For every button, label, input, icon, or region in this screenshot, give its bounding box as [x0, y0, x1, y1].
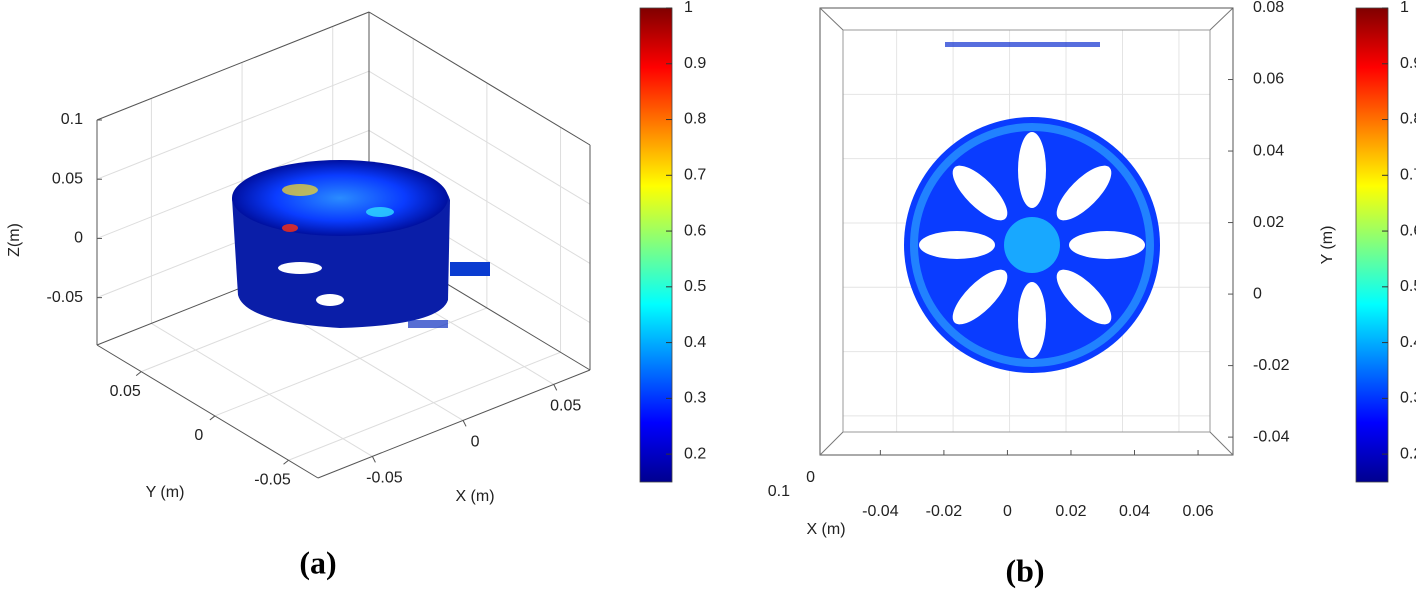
box-edge — [368, 11, 591, 146]
colorbar-tick-label: 0.5 — [1400, 278, 1416, 295]
y-tick-label: 0.05 — [110, 383, 141, 400]
wheel-rim — [910, 123, 1154, 367]
panel-label: (b) — [1005, 552, 1044, 588]
y-tick-label: 0 — [194, 427, 203, 444]
z-tick-label: 0.1 — [61, 111, 83, 128]
y-axis-label: Y (m) — [1319, 226, 1336, 265]
colorbar-tick-label: 0.3 — [1400, 390, 1416, 407]
x-tick-label: 0 — [1003, 503, 1012, 520]
box-inner — [842, 29, 1211, 433]
z-tick-label: 0.1 — [768, 483, 790, 500]
colorbar-tick-label: 0.5 — [684, 278, 706, 295]
fragment — [408, 320, 448, 328]
colorbar-tick-label: 0.2 — [1400, 445, 1416, 462]
y-tick-label: -0.04 — [1253, 428, 1290, 445]
void — [278, 262, 322, 274]
x-tick-label: -0.05 — [366, 470, 403, 487]
grid-line — [368, 129, 591, 264]
colorbar-tick-label: 0.7 — [684, 167, 706, 184]
x-tick-label: 0 — [471, 434, 480, 451]
y-tick — [135, 371, 142, 376]
x-tick — [553, 384, 558, 391]
volume-top — [232, 160, 448, 236]
y-tick-label: -0.05 — [254, 471, 291, 488]
y-tick-label: 0.02 — [1253, 214, 1284, 231]
box-edge — [1209, 7, 1234, 31]
box-edge — [819, 431, 844, 456]
hotspot — [282, 224, 298, 232]
x-tick-label: 0.06 — [1182, 503, 1213, 520]
wheel-voids — [919, 132, 1145, 358]
y-tick — [283, 459, 289, 465]
fragment — [450, 262, 490, 276]
z-axis-label: Z(m) — [6, 223, 23, 257]
grid-line — [96, 70, 370, 180]
colorbar — [1355, 7, 1389, 483]
grid-line — [368, 70, 591, 205]
y-tick-label: 0.04 — [1253, 142, 1284, 159]
z-tick-label: 0 — [806, 469, 815, 486]
box-edge — [96, 344, 319, 479]
x-axis-label: X (m) — [455, 488, 494, 505]
y-axis-label: Y (m) — [146, 484, 185, 501]
colorbar-tick-label: 0.8 — [684, 111, 706, 128]
hotspot — [366, 207, 394, 217]
grid-line — [151, 322, 373, 457]
colorbar-tick-label: 1 — [1400, 0, 1409, 16]
colorbar-tick-label: 0.6 — [1400, 222, 1416, 239]
colorbar-tick-label: 0.4 — [1400, 334, 1416, 351]
box-edge — [96, 11, 370, 121]
y-tick-label: 0.06 — [1253, 71, 1284, 88]
x-tick-label: -0.02 — [926, 503, 963, 520]
z-tick-label: 0.05 — [52, 170, 83, 187]
box-edge — [1209, 431, 1234, 456]
colorbar-tick-label: 0.6 — [684, 222, 706, 239]
box-outer — [819, 7, 1234, 456]
colorbar-tick-label: 0.9 — [684, 55, 706, 72]
grid-line — [96, 129, 370, 239]
colorbar-tick-label: 0.7 — [1400, 167, 1416, 184]
hotspot — [282, 184, 318, 196]
colorbar-tick-label: 0.2 — [684, 445, 706, 462]
x-tick — [462, 420, 467, 427]
colorbar-tick-label: 0.3 — [684, 390, 706, 407]
grid-line — [288, 351, 561, 461]
box-edge — [819, 7, 844, 31]
y-tick-label: 0 — [1253, 285, 1262, 302]
fragment — [945, 42, 1100, 47]
x-tick-label: 0.02 — [1055, 503, 1086, 520]
colorbar-tick-label: 1 — [684, 0, 693, 16]
x-tick-label: -0.04 — [862, 503, 899, 520]
x-tick-label: 0.04 — [1119, 503, 1150, 520]
panel-label: (a) — [299, 544, 336, 580]
y-tick-label: 0.08 — [1253, 0, 1284, 16]
y-tick — [209, 415, 216, 421]
volume-rendering — [232, 42, 1160, 373]
z-tick-label: 0 — [74, 230, 83, 247]
y-tick-label: -0.02 — [1253, 357, 1290, 374]
void — [316, 294, 344, 306]
colorbar — [639, 7, 673, 483]
box-edge — [317, 369, 591, 479]
colorbar-tick-label: 0.8 — [1400, 111, 1416, 128]
x-tick — [371, 456, 376, 463]
hub — [1004, 217, 1060, 273]
colorbar-tick-label: 0.4 — [684, 334, 706, 351]
x-tick-label: 0.05 — [550, 398, 581, 415]
z-tick-label: -0.05 — [47, 289, 84, 306]
colorbar-tick-label: 0.9 — [1400, 55, 1416, 72]
x-axis-label: X (m) — [806, 521, 845, 538]
